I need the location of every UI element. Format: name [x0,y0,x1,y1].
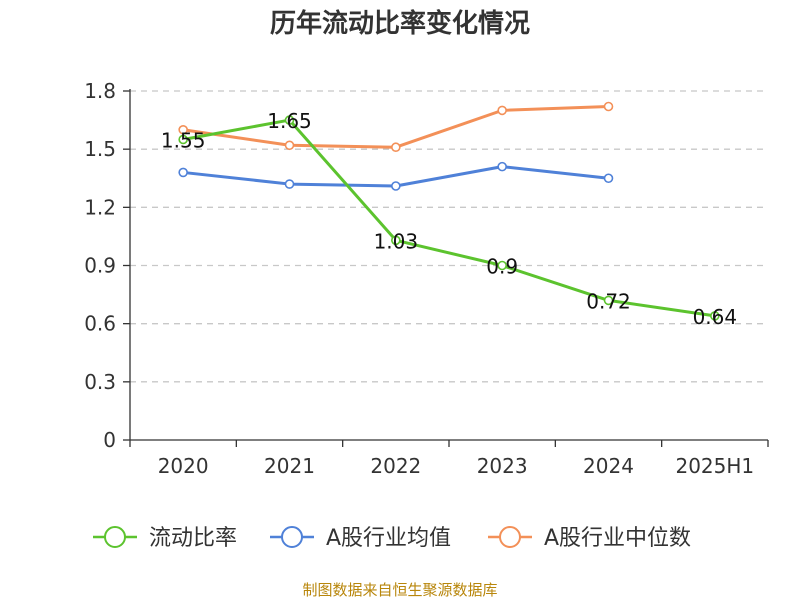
y-tick-label: 1.2 [84,195,116,219]
x-tick-label: 2022 [370,454,421,478]
series-lines [178,101,720,321]
y-tick-label: 0.3 [84,370,116,394]
data-point [284,179,295,189]
legend-marker [104,526,126,548]
data-label: 1.65 [267,109,312,133]
data-point [178,167,188,178]
source-note: 制图数据来自恒生聚源数据库 [302,581,497,599]
x-tick-label: 2020 [158,454,209,478]
legend-marker [499,526,521,548]
data-point [603,101,614,112]
series-line [182,118,716,318]
legend-marker [281,526,303,548]
data-label: 0.72 [586,289,631,313]
data-point [284,140,295,151]
x-tick-label: 2025H1 [675,454,754,478]
y-tick-label: 1.8 [84,79,116,103]
axes: 0 0.3 0.6 0.9 1.2 1.5 1.8 2020 2021 2022 2023 2024 2… [84,79,769,478]
legend-item: A股行业均值 [270,526,451,551]
data-label: 1.55 [161,128,206,152]
data-point [178,134,188,145]
data-point [178,124,188,135]
chart-title: 历年流动比率变化情况 [270,8,530,39]
data-point [603,295,614,306]
data-point [391,142,401,153]
data-labels: 1.55 1.65 1.03 0.9 0.72 0.64 [161,109,737,329]
data-point [603,173,614,184]
y-tick-label: 0.9 [84,254,116,278]
x-tick-label: 2024 [583,454,634,478]
data-point [497,105,507,116]
data-point [284,115,295,125]
data-label: 0.9 [486,255,518,279]
y-tick-label: 1.5 [84,137,116,161]
legend-item: A股行业中位数 [488,526,691,551]
grid-lines [130,90,768,383]
legend-label: A股行业均值 [326,526,451,551]
y-tick-label: 0.6 [84,312,116,336]
legend-item: 流动比率 [93,526,237,551]
data-point [497,161,507,172]
legend-label: 流动比率 [149,526,237,551]
data-point [710,311,720,321]
data-label: 1.03 [374,229,419,253]
data-point [391,181,401,191]
data-point [391,235,401,246]
y-tick-label: 0 [103,428,116,452]
x-tick-label: 2021 [264,454,315,478]
x-tick-label: 2023 [477,454,528,478]
legend-label: A股行业中位数 [544,526,691,551]
data-point [497,260,507,271]
legend: 流动比率 A股行业均值 A股行业中位数 [93,526,691,551]
data-label: 0.64 [693,305,738,329]
